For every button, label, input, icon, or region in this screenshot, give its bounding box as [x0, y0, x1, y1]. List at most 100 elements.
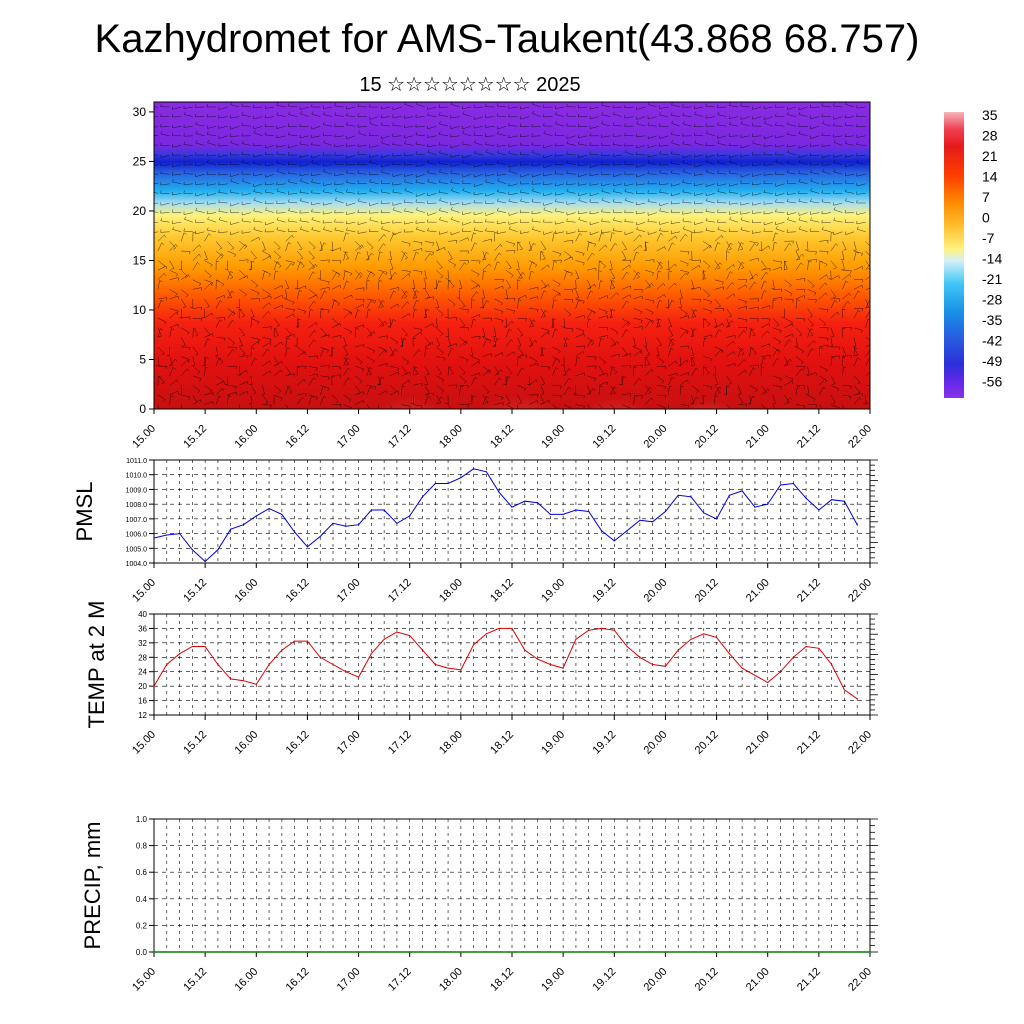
wind-barb-flag: [652, 272, 655, 276]
wind-barb-flag: [427, 112, 429, 116]
wind-barb: [740, 164, 750, 167]
x-tick-label: 15.12: [181, 577, 209, 605]
wind-barb: [207, 193, 217, 196]
wind-barb: [679, 315, 689, 319]
wind-barb-flag: [258, 237, 260, 241]
wind-barb-flag: [287, 386, 291, 389]
wind-barb: [250, 236, 259, 242]
wind-barb-flag: [231, 290, 235, 294]
wind-barb-flag: [606, 381, 608, 386]
wind-barb-flag: [729, 216, 732, 220]
wind-barb-flag: [310, 309, 314, 311]
wind-barb: [273, 304, 283, 309]
wind-barb-flag: [345, 162, 348, 166]
wind-barb-flag: [833, 168, 836, 172]
wind-barb-flag: [544, 310, 548, 313]
wind-barb-flag: [601, 373, 604, 375]
wind-barb: [552, 232, 555, 242]
wind-barb: [740, 202, 750, 206]
wind-barb-flag: [276, 102, 279, 106]
wind-barb: [323, 202, 333, 206]
wind-barb: [183, 125, 193, 128]
wind-barb: [207, 202, 217, 205]
wind-barb: [517, 346, 524, 355]
wind-barb: [601, 231, 611, 234]
wind-barb: [276, 183, 286, 186]
wind-barb: [830, 327, 835, 337]
wind-barb-flag: [849, 293, 851, 297]
wind-barb-flag: [359, 381, 363, 384]
wind-barb: [741, 193, 750, 197]
wind-barb-flag: [731, 282, 735, 286]
wind-barb-flag: [519, 123, 522, 127]
wind-barb-flag: [244, 294, 247, 297]
wind-barb: [404, 221, 414, 225]
y-tick-label: 24: [138, 668, 147, 677]
wind-barb: [276, 219, 286, 223]
wind-barb-flag: [205, 357, 209, 359]
wind-barb-flag: [660, 233, 664, 236]
wind-barb-flag: [334, 160, 336, 164]
wind-barb-flag: [623, 258, 627, 260]
colorbar-label: -35: [982, 312, 1002, 328]
wind-barb-flag: [166, 366, 168, 370]
wind-barb-flag: [746, 327, 748, 331]
data-point: [473, 644, 475, 646]
wind-barb: [566, 191, 576, 194]
wind-barb-flag: [276, 188, 279, 192]
wind-barb: [760, 272, 767, 280]
wind-barb: [752, 212, 762, 214]
wind-barb: [645, 269, 654, 274]
wind-barb: [401, 290, 407, 300]
wind-barb: [300, 200, 309, 204]
wind-barb: [795, 337, 798, 347]
wind-barb-flag: [512, 310, 515, 314]
wind-barb: [578, 143, 588, 146]
wind-barb-flag: [323, 226, 326, 230]
wind-barb: [355, 375, 363, 382]
wind-barb: [413, 382, 422, 386]
wind-barb-flag: [474, 377, 478, 380]
wind-barb: [819, 282, 826, 290]
wind-barb: [169, 260, 175, 269]
wind-barb: [717, 124, 727, 127]
wind-barb: [401, 313, 410, 319]
wind-barb: [856, 173, 866, 177]
wind-barb-flag: [281, 361, 283, 365]
wind-barb-flag: [170, 395, 174, 397]
wind-barb: [761, 330, 768, 338]
wind-barb: [505, 376, 508, 386]
wind-barb-flag: [849, 274, 852, 278]
wind-barb: [354, 252, 359, 261]
x-tick-label: 19.00: [539, 729, 567, 757]
wind-barb: [424, 392, 434, 396]
wind-barb: [485, 230, 495, 233]
wind-barb: [308, 394, 318, 398]
wind-barb: [726, 241, 732, 250]
wind-barb: [389, 346, 395, 356]
wind-barb: [703, 245, 711, 252]
heat-y-tick-label: 10: [133, 303, 147, 317]
wind-barb: [865, 263, 870, 271]
y-tick-label: 1004.0: [126, 561, 148, 568]
series-line-pmsl: [153, 468, 858, 563]
wind-barb-flag: [339, 260, 342, 264]
wind-barb: [218, 231, 228, 234]
wind-barb-flag: [746, 403, 748, 407]
wind-barb-flag: [420, 242, 423, 246]
wind-barb: [346, 229, 356, 233]
wind-barb: [749, 394, 752, 404]
wind-barb-flag: [195, 104, 197, 108]
wind-barb-flag: [218, 395, 222, 398]
wind-barb: [589, 173, 599, 176]
wind-barb-flag: [603, 266, 606, 269]
wind-barb: [253, 173, 263, 177]
wind-barb: [378, 251, 380, 261]
wind-barb-flag: [197, 371, 200, 374]
wind-barb: [285, 386, 289, 396]
wind-barb-flag: [763, 267, 767, 270]
data-point: [652, 521, 654, 523]
wind-barb-flag: [336, 272, 340, 275]
wind-barb: [427, 106, 437, 110]
wind-barb: [253, 199, 263, 204]
